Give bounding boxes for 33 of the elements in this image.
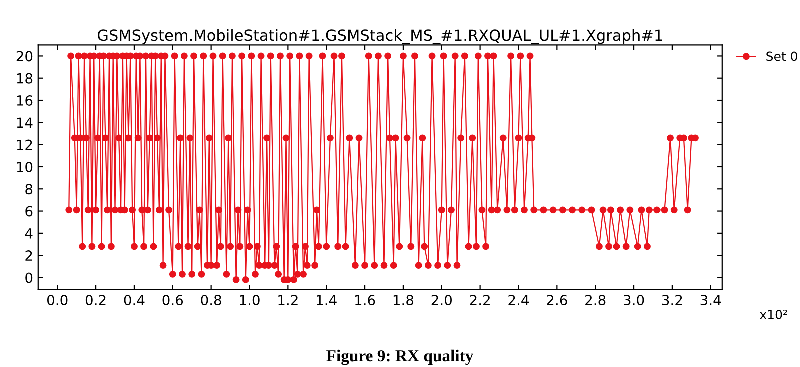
y-tick-label: 10 [17,162,33,172]
x-tick-label: 3.2 [662,295,682,306]
x-tick-label: 0.8 [201,295,222,306]
x-tick-label: 1.2 [278,295,298,306]
y-tick-label: 12 [17,140,32,150]
x-tick-label: 2.0 [432,295,452,306]
text: x10² [760,310,788,320]
y-tick-label: 16 [17,95,33,106]
y-tick-label: 6 [26,206,33,217]
x-tick-label: 2.4 [508,295,529,306]
x-tick-label: 2.6 [547,295,568,306]
legend-label: Set 0 [766,52,798,62]
y-tick-label: 8 [26,184,33,195]
x-tick-label: 0.4 [124,295,145,306]
x-tick-label: 0.6 [162,295,184,306]
x-tick-label: 1.8 [394,295,414,306]
x-tick-label: 2.2 [470,295,490,306]
y-tick-label: 18 [17,73,33,84]
y-tick-label: 2 [26,250,32,261]
x-tick-label: 3.4 [700,295,722,306]
x-tick-label: 2.8 [586,295,606,306]
x-tick-label: 0.0 [47,295,68,306]
y-tick-label: 20 [16,51,33,62]
chart-title: GSMSystem.MobileStation#1.GSMStack_MS_#1.RXQUAL_UL#1.Xgraph#1 [98,29,662,45]
x-tick-label: 0.2 [86,295,106,306]
x-tick-label: 1.4 [317,295,337,306]
x-tick-label: 1.6 [356,295,376,306]
x-tick-label: 1.0 [240,295,260,306]
caption: Figure 9: RX quality [326,350,474,366]
y-tick-label: 14 [17,118,33,128]
y-tick-label: 4 [25,228,33,239]
x-tick-label: 3.0 [624,295,644,306]
y-tick-label: 0 [26,272,33,284]
